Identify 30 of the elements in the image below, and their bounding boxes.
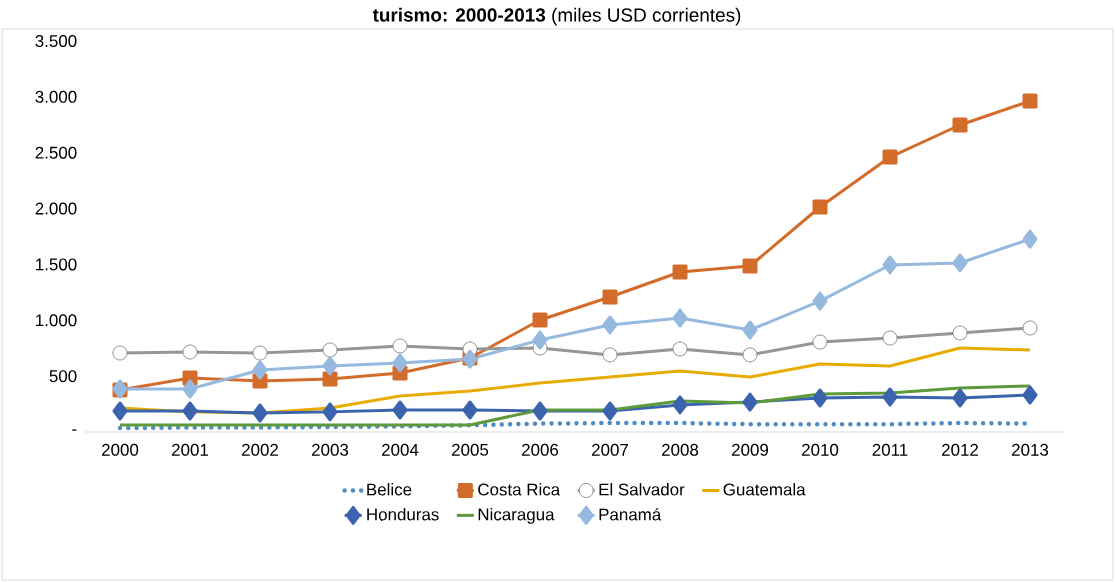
x-tick-label: 2003 — [312, 443, 349, 456]
legend-label: Honduras — [367, 507, 439, 521]
x-tick-label: 2005 — [452, 443, 489, 456]
x-tick-label: 2007 — [592, 443, 628, 456]
x-tick-label: 2008 — [662, 443, 699, 456]
y-tick-label: 1.000 — [36, 314, 77, 327]
legend-label: Panamá — [599, 507, 662, 521]
x-tick-label: 2009 — [732, 443, 769, 456]
legend-label: Guatemala — [723, 483, 806, 496]
x-tick-label: 2006 — [522, 443, 559, 456]
y-tick-label: 2.500 — [35, 146, 77, 159]
y-tick-label: 3.500 — [35, 34, 77, 47]
legend-label: Costa Rica — [478, 483, 561, 496]
x-tick-label: 2010 — [802, 443, 839, 456]
y-tick-label: 3.000 — [35, 90, 77, 103]
y-tick-label: - — [72, 429, 77, 431]
legend-label: El Salvador — [599, 483, 685, 496]
y-tick-label: 2.000 — [35, 202, 77, 215]
x-tick-label: 2011 — [872, 443, 908, 456]
x-tick-label: 2012 — [942, 443, 978, 456]
y-tick-label: 500 — [49, 370, 77, 383]
chart-title: turismo: 2000-2013 (miles USD corrientes) — [372, 7, 741, 26]
x-tick-label: 2013 — [1012, 443, 1049, 456]
x-tick-label: 2002 — [242, 443, 278, 456]
x-tick-label: 2004 — [382, 443, 419, 456]
legend-label: Belice — [367, 483, 412, 496]
x-tick-label: 2000 — [102, 443, 139, 456]
y-tick-label: 1.500 — [36, 258, 77, 271]
legend-label: Nicaragua — [478, 507, 555, 524]
x-tick-label: 2001 — [172, 443, 209, 456]
